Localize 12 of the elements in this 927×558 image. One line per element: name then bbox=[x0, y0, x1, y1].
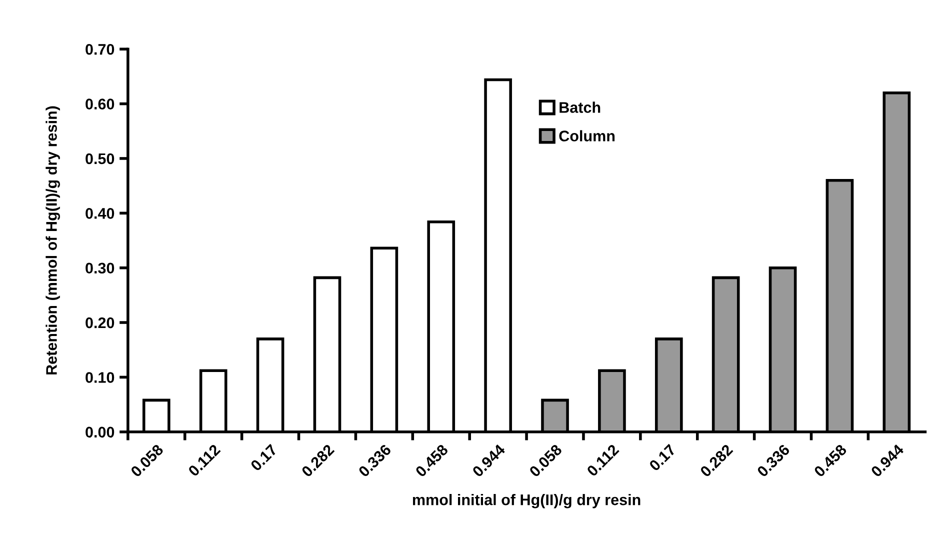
legend-label: Batch bbox=[560, 102, 600, 113]
y-axis-title: Retention (mmol of Hg(II)/g dry resin) bbox=[46, 106, 60, 374]
y-tick-label: 0.70 bbox=[86, 44, 114, 55]
y-tick-label: 0.60 bbox=[86, 98, 114, 110]
legend-label: Column bbox=[559, 130, 615, 142]
x-axis-title: mmol initial of Hg(II)/g dry resin bbox=[412, 494, 640, 508]
y-tick-label: 0.30 bbox=[86, 262, 114, 274]
y-tick-label: 0.20 bbox=[86, 317, 114, 328]
y-tick-label: 0.00 bbox=[86, 426, 114, 438]
y-tick-label: 0.10 bbox=[86, 372, 114, 383]
y-tick-label: 0.50 bbox=[86, 153, 114, 164]
y-tick-label: 0.40 bbox=[86, 208, 114, 219]
